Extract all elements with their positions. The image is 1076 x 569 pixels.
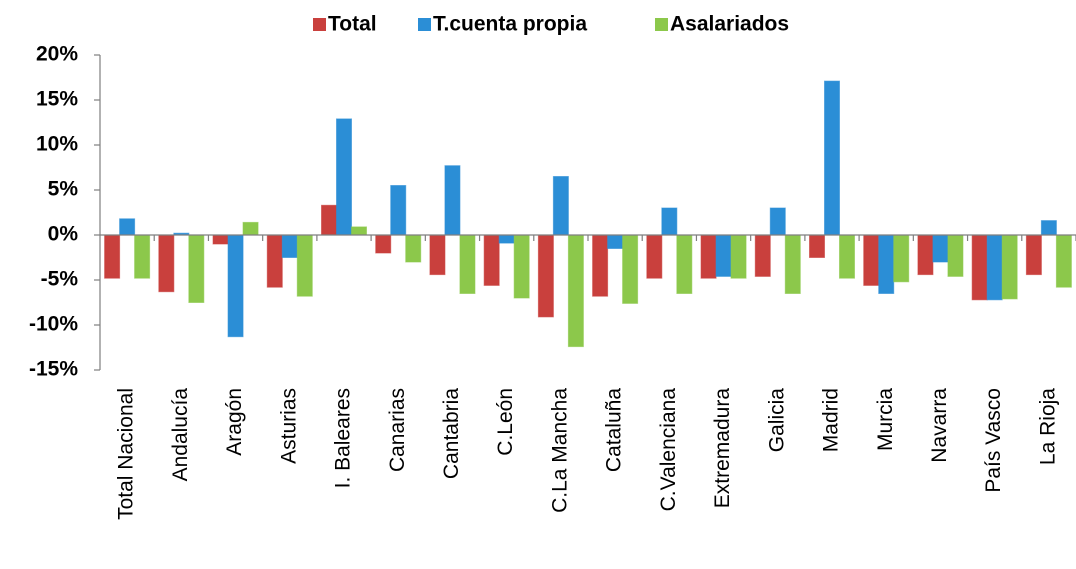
y-tick-label: -15%: [29, 358, 78, 381]
bar: [592, 234, 609, 297]
bar: [266, 234, 283, 288]
y-tick-label: 15%: [36, 88, 78, 111]
bar: [947, 234, 964, 277]
bar: [188, 234, 205, 303]
bar: [932, 234, 949, 263]
y-tick-label: 20%: [36, 43, 78, 66]
bar: [483, 234, 500, 286]
x-tick-label: La Rioja: [1036, 388, 1059, 465]
bar: [405, 234, 422, 263]
bar: [769, 207, 786, 236]
x-tick-label: C.Valenciana: [657, 388, 680, 512]
legend-swatch: [655, 18, 668, 31]
x-tick-label: País Vasco: [982, 388, 1005, 493]
x-tick-label: Andalucía: [169, 388, 192, 482]
bar: [1001, 234, 1018, 300]
bar: [390, 185, 407, 236]
legend-swatch: [313, 18, 326, 31]
x-tick-label: C.León: [494, 388, 517, 456]
bar: [676, 234, 693, 294]
legend-label: Total: [328, 13, 377, 36]
bar: [444, 165, 461, 236]
y-tick-label: 5%: [48, 178, 79, 201]
bar: [893, 234, 910, 283]
x-tick-label: Total Nacional: [115, 388, 138, 520]
bar: [839, 234, 855, 279]
y-tick-label: -10%: [29, 313, 78, 336]
bar: [863, 234, 880, 286]
bar: [104, 234, 121, 279]
x-tick-label: Canarias: [386, 388, 409, 472]
x-tick-label: C.La Mancha: [548, 388, 571, 513]
bar: [537, 234, 554, 318]
bar: [375, 234, 392, 254]
bar: [552, 176, 569, 236]
bar: [212, 234, 229, 245]
bar: [296, 234, 313, 297]
bar: [754, 234, 771, 277]
x-tick-label: I. Baleares: [332, 388, 355, 488]
bar: [1055, 234, 1072, 288]
x-tick-label: Cataluña: [603, 388, 626, 472]
bar: [730, 234, 747, 279]
x-tick-label: Madrid: [820, 388, 843, 452]
bar: [134, 234, 151, 279]
bar: [227, 234, 244, 338]
bar: [1040, 220, 1057, 236]
bar: [281, 234, 298, 258]
x-tick-label: Asturias: [277, 388, 300, 464]
bar: [917, 234, 934, 276]
bar: [784, 234, 801, 294]
bar: [336, 118, 352, 236]
y-tick-label: 0%: [48, 223, 79, 246]
legend-label: T.cuenta propia: [433, 13, 587, 36]
bar: [646, 234, 663, 279]
x-tick-label: Navarra: [928, 388, 951, 463]
x-tick-label: Extremadura: [711, 388, 734, 509]
x-tick-label: Murcia: [874, 388, 897, 451]
bar: [622, 234, 639, 304]
bar: [878, 234, 895, 294]
bar: [119, 218, 136, 236]
bar: [351, 226, 367, 236]
bar: [607, 234, 624, 249]
bar: [513, 234, 530, 299]
bar: [459, 234, 476, 294]
x-tick-label: Aragón: [223, 388, 246, 456]
bar: [498, 234, 515, 244]
bar: [971, 234, 988, 301]
bar: [567, 234, 584, 348]
bar: [700, 234, 717, 279]
y-tick-label: 10%: [36, 133, 78, 156]
bar: [661, 207, 678, 236]
bar: [242, 221, 259, 236]
bar: [986, 234, 1003, 301]
x-tick-label: Galicia: [765, 388, 788, 453]
bar: [715, 234, 732, 277]
x-tick-label: Cantabria: [440, 388, 463, 479]
bar: [809, 234, 825, 258]
bar: [158, 234, 175, 293]
y-tick-label: -5%: [41, 268, 79, 291]
legend-label: Asalariados: [670, 13, 789, 36]
bar: [429, 234, 446, 276]
bar: [321, 204, 337, 236]
bar: [824, 80, 840, 236]
bar: [1025, 234, 1042, 276]
legend-swatch: [418, 18, 431, 31]
